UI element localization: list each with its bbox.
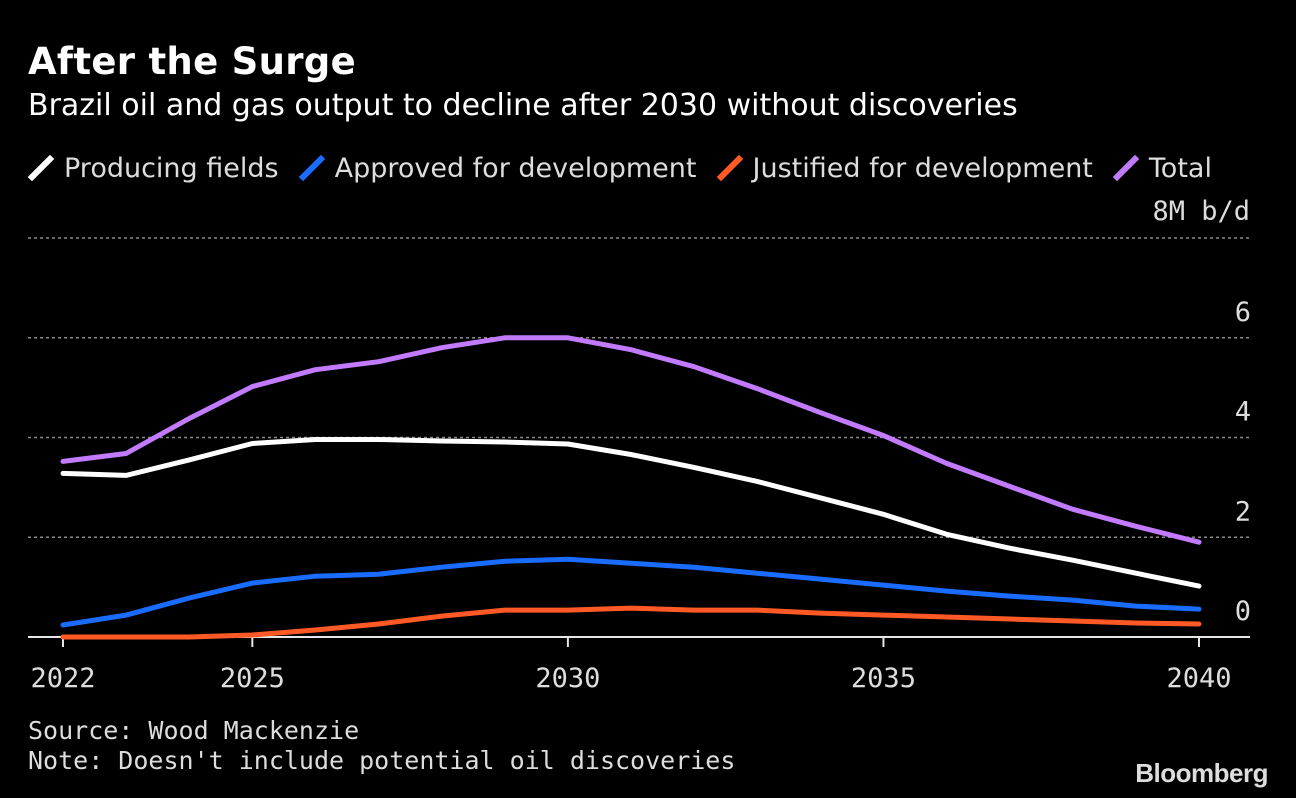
y-tick-label: 0 (1235, 596, 1251, 627)
legend-swatch-icon (298, 155, 325, 181)
y-tick-label: 2 (1235, 496, 1251, 527)
series-line-approved-for-development (60, 556, 1202, 628)
legend-swatch-icon (716, 155, 743, 181)
legend-label: Approved for development (334, 152, 697, 184)
y-tick-label: 4 (1235, 397, 1251, 428)
y-tick-label: 6 (1235, 297, 1251, 328)
legend: Producing fields Approved for developmen… (28, 150, 1232, 186)
source-note: Source: Wood Mackenzie (28, 716, 360, 745)
x-tick-label: 2035 (851, 663, 916, 694)
legend-label: Producing fields (64, 152, 279, 184)
legend-item-approved: Approved for development (298, 152, 697, 184)
chart-subtitle: Brazil oil and gas output to decline aft… (28, 88, 1018, 123)
series-line-total (60, 335, 1202, 545)
bloomberg-logo: Bloomberg (1135, 758, 1268, 788)
chart-title: After the Surge (28, 40, 356, 83)
x-tick-label: 2040 (1166, 663, 1231, 694)
series-line-producing-fields (60, 437, 1202, 589)
x-tick-label: 2022 (30, 663, 95, 694)
x-tick-label: 2030 (535, 663, 600, 694)
legend-label: Total (1148, 152, 1212, 184)
x-tick-label: 2025 (220, 663, 285, 694)
series-line-justified-for-development (60, 605, 1202, 640)
legend-swatch-icon (28, 155, 54, 181)
legend-item-justified: Justified for development (716, 152, 1093, 184)
footnote: Note: Doesn't include potential oil disc… (28, 746, 736, 775)
y-axis-unit-label: 8M b/d (1152, 196, 1250, 227)
legend-item-total: Total (1112, 152, 1212, 184)
legend-swatch-icon (1112, 155, 1139, 181)
legend-item-producing-fields: Producing fields (28, 153, 279, 184)
legend-label: Justified for development (752, 152, 1093, 184)
